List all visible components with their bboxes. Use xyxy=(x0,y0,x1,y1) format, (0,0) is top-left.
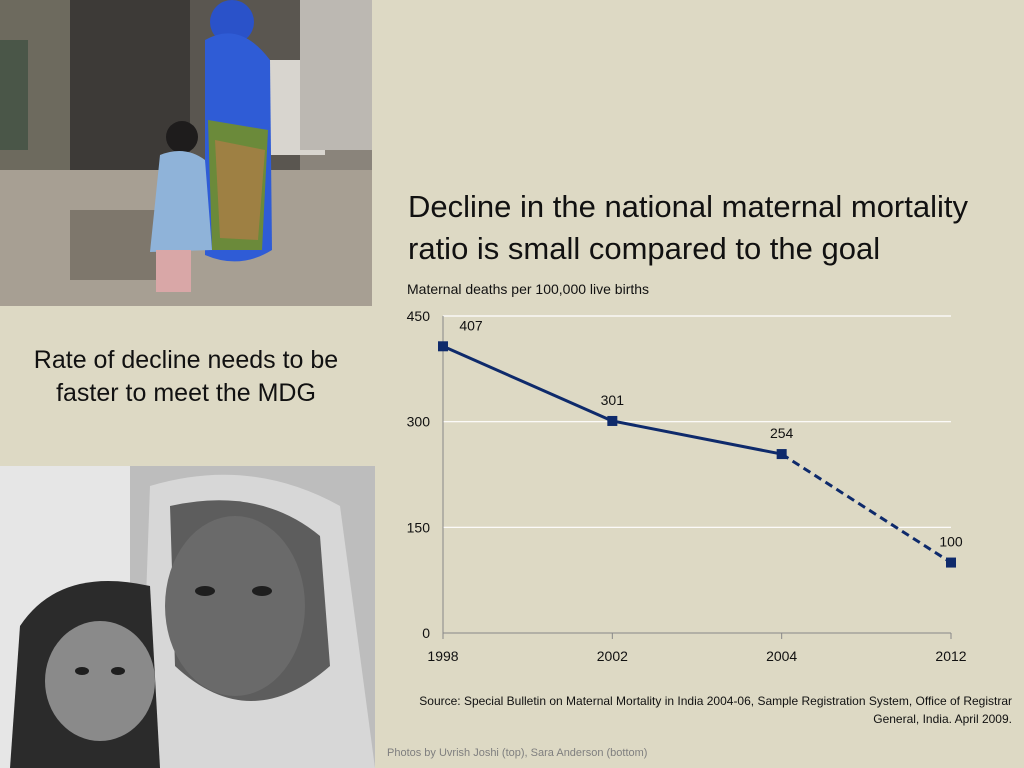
slide-title: Decline in the national maternal mortali… xyxy=(408,189,968,266)
y-unit-label: Maternal deaths per 100,000 live births xyxy=(407,281,650,297)
photo-credit: Photos by Uvrish Joshi (top), Sara Ander… xyxy=(387,747,648,759)
source-note: Source: Special Bulletin on Maternal Mor… xyxy=(419,694,1012,726)
data-point xyxy=(438,341,448,352)
x-tick-label: 2004 xyxy=(766,648,797,664)
series-segment-dashed xyxy=(780,452,952,564)
y-tick-label: 450 xyxy=(407,308,431,324)
series-segment xyxy=(612,419,782,456)
top-photo xyxy=(0,0,372,306)
series-segment xyxy=(442,344,613,423)
y-tick-label: 150 xyxy=(407,519,431,535)
x-tick-label: 2002 xyxy=(597,648,628,664)
side-note: Rate of decline needs to be faster to me… xyxy=(33,346,339,407)
x-tick-label: 1998 xyxy=(427,648,458,664)
data-point xyxy=(946,557,956,568)
data-label: 254 xyxy=(770,425,794,441)
mortality-line-chart: 0 150 300 450 1998 2002 2004 2012 407 301 254 100 xyxy=(407,308,967,664)
data-label: 301 xyxy=(601,392,625,408)
data-point xyxy=(607,415,618,426)
y-tick-label: 300 xyxy=(407,414,431,430)
y-tick-label: 0 xyxy=(422,625,430,641)
data-point xyxy=(776,449,787,460)
data-label: 100 xyxy=(939,534,963,550)
x-tick-label: 2012 xyxy=(935,648,966,664)
data-label: 407 xyxy=(459,317,483,333)
bottom-photo xyxy=(0,466,375,768)
